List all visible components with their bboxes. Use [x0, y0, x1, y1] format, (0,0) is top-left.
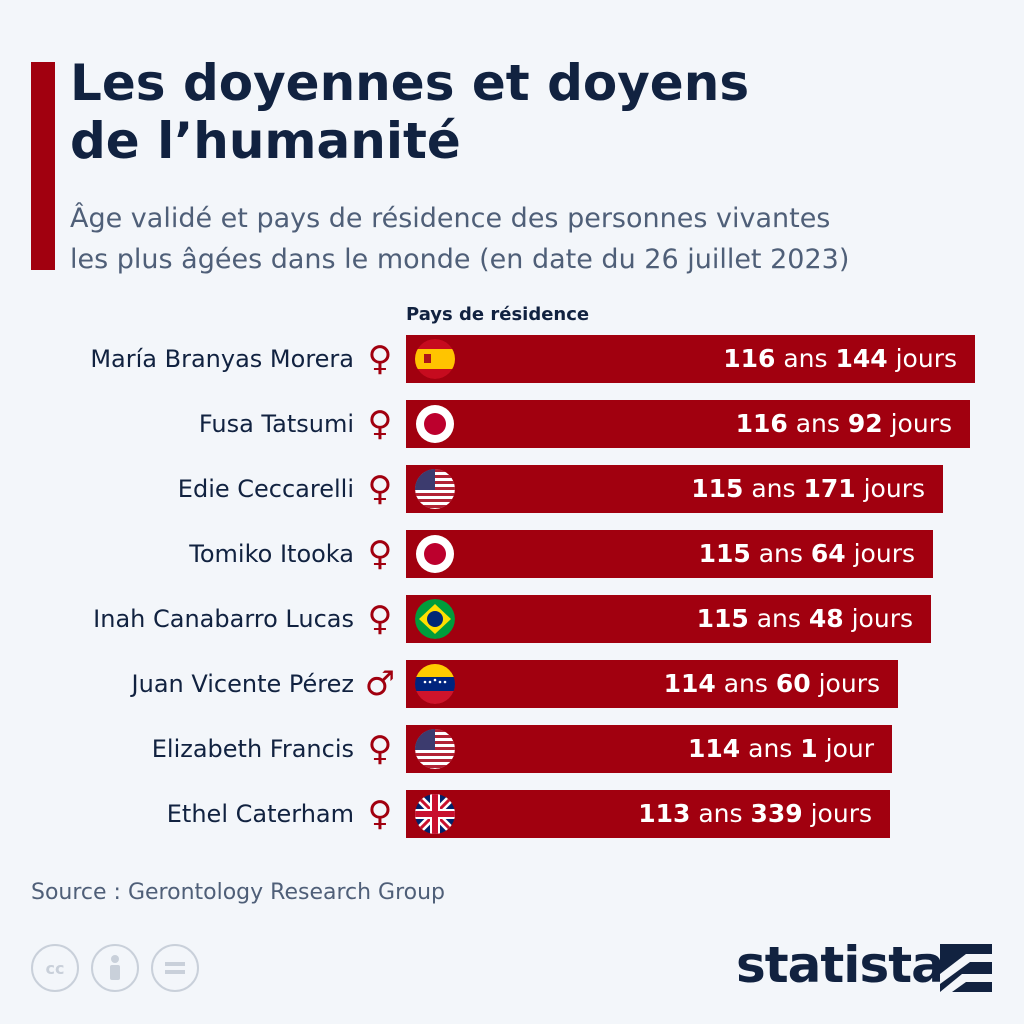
label-ans: ans — [775, 344, 836, 373]
label-days: 144 — [835, 344, 888, 373]
label-years: 115 — [696, 604, 749, 633]
brazil-flag-icon — [415, 599, 455, 639]
female-symbol-icon: ♀ — [367, 794, 393, 834]
bar — [406, 595, 931, 643]
bar — [406, 725, 892, 773]
label-days: 171 — [803, 474, 856, 503]
title-line-1: Les doyennes et doyens — [70, 54, 750, 112]
bar — [406, 660, 898, 708]
label-days: 60 — [775, 669, 811, 698]
label-ans: ans — [690, 799, 751, 828]
label-ans: ans — [750, 539, 811, 568]
bar-row: Juan Vicente Pérez ♂ 114 ans 60 jours — [0, 660, 1024, 708]
label-jours: jours — [843, 604, 913, 633]
label-jours: jours — [887, 344, 957, 373]
bar — [406, 530, 933, 578]
label-years: 116 — [723, 344, 776, 373]
bar-row: María Branyas Morera ♀ 116 ans 144 jours — [0, 335, 1024, 383]
usa-flag-icon — [415, 469, 455, 509]
category-label: Fusa Tatsumi — [198, 410, 354, 438]
female-symbol-icon: ♀ — [367, 534, 393, 574]
column-header: Pays de résidence — [406, 304, 590, 325]
label-ans: ans — [743, 474, 804, 503]
source-note: Source : Gerontology Research Group — [31, 880, 446, 905]
chart-title: Les doyennes et doyens de l’humanité — [70, 54, 1010, 170]
statista-logo: statista — [736, 936, 945, 994]
female-symbol-icon: ♀ — [367, 729, 393, 769]
data-label: 114 ans 1 jour — [688, 725, 874, 773]
label-ans: ans — [740, 734, 801, 763]
bar-row: Inah Canabarro Lucas ♀ 115 ans 48 jours — [0, 595, 1024, 643]
label-years: 114 — [688, 734, 741, 763]
attribution-icon — [91, 944, 139, 992]
data-label: 114 ans 60 jours — [664, 660, 880, 708]
label-years: 116 — [735, 409, 788, 438]
bar — [406, 400, 970, 448]
creative-commons-icon: cc — [31, 944, 79, 992]
category-label: María Branyas Morera — [90, 345, 354, 373]
label-days: 339 — [750, 799, 803, 828]
label-days: 1 — [800, 734, 818, 763]
data-label: 115 ans 48 jours — [697, 595, 913, 643]
label-ans: ans — [715, 669, 776, 698]
data-label: 115 ans 64 jours — [699, 530, 915, 578]
label-jours: jours — [855, 474, 925, 503]
data-label: 115 ans 171 jours — [691, 465, 925, 513]
female-symbol-icon: ♀ — [367, 404, 393, 444]
category-label: Juan Vicente Pérez — [131, 670, 354, 698]
female-symbol-icon: ♀ — [367, 339, 393, 379]
female-symbol-icon: ♀ — [367, 469, 393, 509]
data-label: 116 ans 144 jours — [723, 335, 957, 383]
category-label: Ethel Caterham — [166, 800, 354, 828]
title-line-2: de l’humanité — [70, 112, 461, 170]
japan-flag-icon — [416, 405, 454, 443]
bar-row: Ethel Caterham ♀ 113 ans 339 jours — [0, 790, 1024, 838]
statista-logo-icon — [940, 944, 992, 992]
label-jours: jours — [802, 799, 872, 828]
license-icons: cc — [31, 944, 199, 992]
bar-row: Edie Ceccarelli ♀ 115 ans 171 jours — [0, 465, 1024, 513]
label-jours: jours — [845, 539, 915, 568]
category-label: Elizabeth Francis — [151, 735, 354, 763]
bar — [406, 335, 975, 383]
label-days: 92 — [847, 409, 883, 438]
label-years: 114 — [663, 669, 716, 698]
uk-flag-icon — [415, 794, 455, 834]
bar-row: Tomiko Itooka ♀ 115 ans 64 jours — [0, 530, 1024, 578]
label-years: 113 — [638, 799, 691, 828]
label-ans: ans — [787, 409, 848, 438]
subtitle-line-1: Âge validé et pays de résidence des pers… — [70, 203, 831, 234]
bar-row: Elizabeth Francis ♀ 114 ans 1 jour — [0, 725, 1024, 773]
usa-flag-icon — [415, 729, 455, 769]
label-years: 115 — [691, 474, 744, 503]
label-years: 115 — [698, 539, 751, 568]
male-symbol-icon: ♂ — [364, 664, 396, 704]
female-symbol-icon: ♀ — [367, 599, 393, 639]
japan-flag-icon — [416, 535, 454, 573]
label-jours: jours — [810, 669, 880, 698]
label-ans: ans — [748, 604, 809, 633]
no-derivatives-icon — [151, 944, 199, 992]
title-accent-bar — [31, 62, 55, 270]
venezuela-flag-icon — [415, 664, 455, 704]
label-days: 64 — [810, 539, 846, 568]
bar-row: Fusa Tatsumi ♀ 116 ans 92 jours — [0, 400, 1024, 448]
category-label: Edie Ceccarelli — [177, 475, 354, 503]
label-jours: jour — [817, 734, 874, 763]
category-label: Tomiko Itooka — [189, 540, 354, 568]
subtitle-line-2: les plus âgées dans le monde (en date du… — [70, 244, 850, 275]
label-jours: jours — [882, 409, 952, 438]
category-label: Inah Canabarro Lucas — [93, 605, 354, 633]
spain-flag-icon — [415, 339, 455, 379]
chart-subtitle: Âge validé et pays de résidence des pers… — [70, 198, 1020, 280]
label-days: 48 — [808, 604, 844, 633]
data-label: 113 ans 339 jours — [638, 790, 872, 838]
bar — [406, 465, 943, 513]
data-label: 116 ans 92 jours — [736, 400, 952, 448]
bar — [406, 790, 890, 838]
